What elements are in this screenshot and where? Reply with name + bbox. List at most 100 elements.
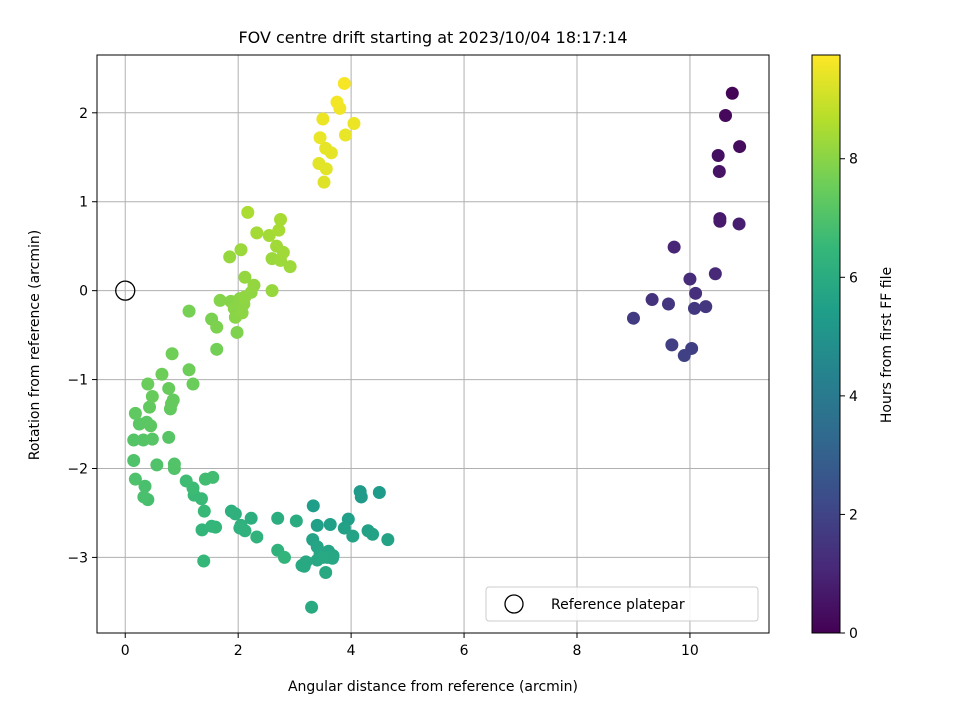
data-point: [230, 325, 244, 339]
data-point: [145, 389, 159, 403]
y-tick-label: −1: [67, 373, 88, 389]
data-point: [347, 116, 361, 130]
data-point: [317, 175, 331, 189]
data-point: [128, 472, 142, 486]
colorbar-tick-label: 8: [849, 152, 858, 168]
data-point: [297, 559, 311, 573]
data-point: [677, 349, 691, 363]
data-point: [128, 406, 142, 420]
data-point: [711, 148, 725, 162]
data-point: [316, 550, 330, 564]
x-tick-label: 8: [573, 643, 582, 659]
data-point: [316, 112, 330, 126]
x-tick-label: 4: [347, 643, 356, 659]
data-point: [150, 458, 164, 472]
data-point: [137, 490, 151, 504]
data-point: [719, 108, 733, 122]
data-point: [197, 554, 211, 568]
data-point: [182, 363, 196, 377]
data-point: [141, 377, 155, 391]
data-point: [708, 267, 722, 281]
data-point: [262, 229, 276, 243]
data-point: [155, 367, 169, 381]
data-point: [250, 226, 264, 240]
data-point: [319, 566, 333, 580]
data-point: [127, 433, 141, 447]
data-point: [247, 278, 261, 292]
data-point: [277, 550, 291, 564]
reference-platepar-marker: [115, 280, 136, 301]
grid: [97, 55, 769, 633]
data-point: [699, 300, 713, 314]
data-point: [645, 293, 659, 307]
data-point: [712, 164, 726, 178]
data-point: [209, 520, 223, 534]
data-point: [325, 551, 339, 565]
x-tick-label: 10: [681, 643, 699, 659]
colorbar-ticks: 0 2 4 6 8: [840, 152, 858, 642]
axis-ticks: 0 2 4 6 8 10 −3 −2 −1 0 1 2: [67, 106, 698, 659]
legend-label-reference: Reference platepar: [551, 597, 685, 613]
data-point: [250, 530, 264, 544]
colorbar: [811, 54, 841, 634]
data-point: [166, 393, 180, 407]
data-point: [138, 479, 152, 493]
data-point: [145, 432, 159, 446]
y-tick-label: 0: [79, 284, 88, 300]
data-point: [313, 131, 327, 145]
data-point: [210, 342, 224, 356]
legend-box: [485, 586, 759, 622]
data-point: [165, 347, 179, 361]
data-point: [197, 504, 211, 518]
x-tick-label: 0: [121, 643, 130, 659]
data-point: [372, 486, 386, 500]
data-point: [271, 511, 285, 525]
data-point: [210, 320, 224, 334]
data-point: [265, 284, 279, 298]
x-tick-label: 6: [460, 643, 469, 659]
data-point: [206, 470, 220, 484]
data-point: [241, 205, 255, 219]
data-point: [337, 76, 351, 90]
data-point: [683, 272, 697, 286]
data-point: [182, 304, 196, 318]
data-point: [234, 243, 248, 257]
colorbar-tick-label: 4: [849, 389, 858, 405]
data-point: [244, 511, 258, 525]
data-point: [312, 156, 326, 170]
y-axis-label: Rotation from reference (arcmin): [27, 230, 43, 460]
data-point: [323, 518, 337, 532]
data-point: [179, 474, 193, 488]
data-point: [319, 141, 333, 155]
data-point: [713, 214, 727, 228]
data-point: [228, 507, 242, 521]
chart-title: FOV centre drift starting at 2023/10/04 …: [238, 28, 627, 47]
data-point: [162, 381, 176, 395]
data-point: [238, 524, 252, 538]
data-point: [162, 430, 176, 444]
data-point: [689, 286, 703, 300]
plot-area-frame: [96, 54, 770, 634]
data-point: [144, 419, 158, 433]
data-point: [289, 514, 303, 528]
data-point: [725, 86, 739, 100]
data-point: [338, 128, 352, 142]
data-point: [330, 95, 344, 109]
data-point: [213, 293, 227, 307]
data-points: [127, 76, 747, 614]
colorbar-label: Hours from first FF file: [879, 267, 895, 423]
y-tick-label: 2: [79, 106, 88, 122]
data-point: [283, 260, 297, 274]
colorbar-tick-label: 0: [849, 626, 858, 642]
data-point: [274, 213, 288, 227]
data-point: [667, 240, 681, 254]
colorbar-tick-label: 6: [849, 270, 858, 286]
data-point: [306, 499, 320, 513]
data-point: [687, 301, 701, 315]
data-point: [346, 529, 360, 543]
x-tick-label: 2: [234, 643, 243, 659]
data-point: [733, 140, 747, 154]
y-tick-label: 1: [79, 195, 88, 211]
